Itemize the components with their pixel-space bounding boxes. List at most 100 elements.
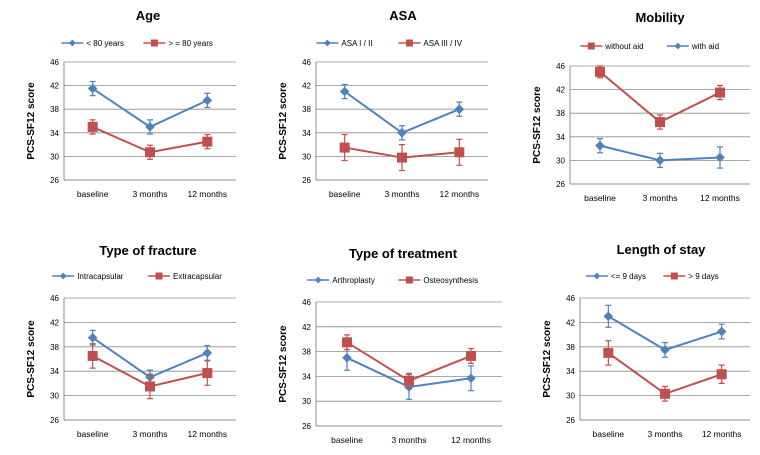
x-tick-label: baseline	[77, 189, 109, 199]
data-point	[716, 326, 727, 337]
legend-label: Arthroplasty	[332, 276, 375, 285]
series-with-aid	[595, 137, 725, 169]
legend-label: ASA I / II	[341, 39, 372, 48]
series-asa-i-ii	[339, 83, 465, 141]
chart-panel-3: Mobility without aid with aid 26 30 34 38 42 46 b…	[532, 10, 750, 203]
x-tick-label: 3 months	[133, 429, 168, 439]
data-point	[145, 381, 155, 392]
legend-marker	[150, 39, 158, 47]
y-tick-label: 38	[556, 109, 565, 118]
data-point	[339, 142, 350, 153]
legend-label: < 80 years	[86, 39, 124, 48]
data-point	[466, 350, 476, 361]
y-axis-label: PCS-SF12 score	[278, 325, 289, 403]
y-tick-label: 26	[302, 422, 311, 431]
legend: without aid with aid	[580, 42, 719, 51]
y-tick-label: 30	[50, 152, 59, 161]
legend-item: Arthroplasty	[307, 276, 375, 285]
legend-item: without aid	[580, 42, 644, 51]
legend-item: > = 80 years	[143, 39, 213, 48]
legend-item: ASA I / II	[316, 39, 373, 48]
data-point	[145, 122, 155, 132]
x-tick-label: 3 months	[648, 429, 683, 439]
y-tick-label: 42	[302, 82, 311, 91]
y-tick-label: 46	[302, 298, 311, 307]
x-tick-label: 12 months	[700, 193, 740, 203]
data-point	[202, 136, 213, 147]
y-tick-label: 46	[50, 294, 59, 303]
y-axis-label: PCS-SF12 score	[278, 82, 289, 160]
legend-marker	[405, 276, 413, 284]
series-without-aid	[595, 65, 725, 130]
data-point	[87, 350, 98, 361]
chart-panel-2: ASA ASA I / II ASA III / IV 26 30 34 38 42 46 bas…	[278, 8, 488, 199]
x-tick-label: 12 months	[439, 189, 479, 199]
legend-label: without aid	[604, 42, 643, 51]
data-point	[397, 128, 407, 138]
y-tick-label: 34	[566, 367, 575, 376]
legend-label: Osteosynthesis	[423, 276, 478, 285]
legend-marker	[670, 272, 678, 280]
legend-label: ASA III / IV	[423, 39, 462, 48]
legend-item: with aid	[666, 42, 719, 51]
y-tick-label: 34	[50, 367, 59, 376]
y-tick-label: 46	[50, 58, 59, 67]
chart-title: ASA	[389, 8, 417, 23]
y-tick-label: 38	[302, 105, 311, 114]
series-asa-iii-iv	[339, 133, 465, 172]
data-point	[715, 152, 725, 163]
x-tick-label: 3 months	[392, 435, 427, 445]
data-point	[655, 155, 665, 166]
x-tick-label: 12 months	[702, 429, 742, 439]
legend-marker	[59, 272, 67, 280]
legend: <= 9 days > 9 days	[585, 272, 719, 281]
x-tick-label: baseline	[584, 193, 616, 203]
chart-panel-1: Age < 80 years > = 80 years 26 30 34 38 42 46 bas…	[26, 8, 236, 199]
data-point	[342, 337, 352, 348]
x-tick-label: baseline	[331, 435, 363, 445]
x-tick-label: baseline	[329, 189, 361, 199]
y-tick-label: 34	[302, 129, 311, 138]
x-tick-label: 12 months	[451, 435, 491, 445]
series-osteosynthesis	[342, 334, 476, 389]
legend-label: <= 9 days	[611, 272, 646, 281]
data-point	[342, 353, 352, 363]
chart-title: Length of stay	[617, 242, 707, 257]
series--80-years	[87, 80, 213, 135]
x-tick-label: baseline	[77, 429, 109, 439]
chart-panel-6: Length of stay <= 9 days > 9 days 26 30 34 38 4…	[542, 242, 750, 439]
series-arthroplasty	[342, 344, 476, 400]
y-tick-label: 42	[50, 318, 59, 327]
data-point	[454, 104, 465, 114]
legend-item: Extracapsular	[148, 272, 222, 281]
legend-marker	[674, 42, 682, 50]
y-axis-label: PCS-SF12 score	[26, 82, 37, 160]
y-tick-label: 38	[50, 105, 59, 114]
data-point	[202, 348, 213, 358]
data-point	[655, 117, 665, 128]
legend-item: > 9 days	[663, 272, 719, 281]
data-point	[716, 369, 727, 380]
data-point	[715, 87, 725, 98]
series--9-days	[603, 340, 727, 402]
data-point	[595, 66, 605, 77]
legend: ASA I / II ASA III / IV	[316, 39, 463, 48]
legend-item: <= 9 days	[585, 272, 646, 281]
chart-title: Mobility	[635, 10, 685, 25]
y-tick-label: 30	[302, 397, 311, 406]
chart-title: Type of fracture	[99, 243, 196, 258]
chart-panel-4: Type of fracture Intracapsular Extracapsul…	[26, 243, 236, 439]
legend-marker	[155, 272, 163, 280]
y-tick-label: 46	[556, 62, 565, 71]
y-tick-label: 30	[556, 156, 565, 165]
data-point	[87, 332, 98, 343]
data-point	[595, 140, 605, 151]
data-point	[660, 388, 670, 399]
legend: < 80 years > = 80 years	[61, 39, 213, 48]
chart-panel-5: Type of treatment Arthroplasty Osteosynthe…	[278, 246, 502, 445]
y-tick-label: 34	[556, 133, 565, 142]
chart-title: Age	[136, 8, 161, 23]
y-tick-label: 42	[50, 82, 59, 91]
data-point	[404, 375, 414, 386]
